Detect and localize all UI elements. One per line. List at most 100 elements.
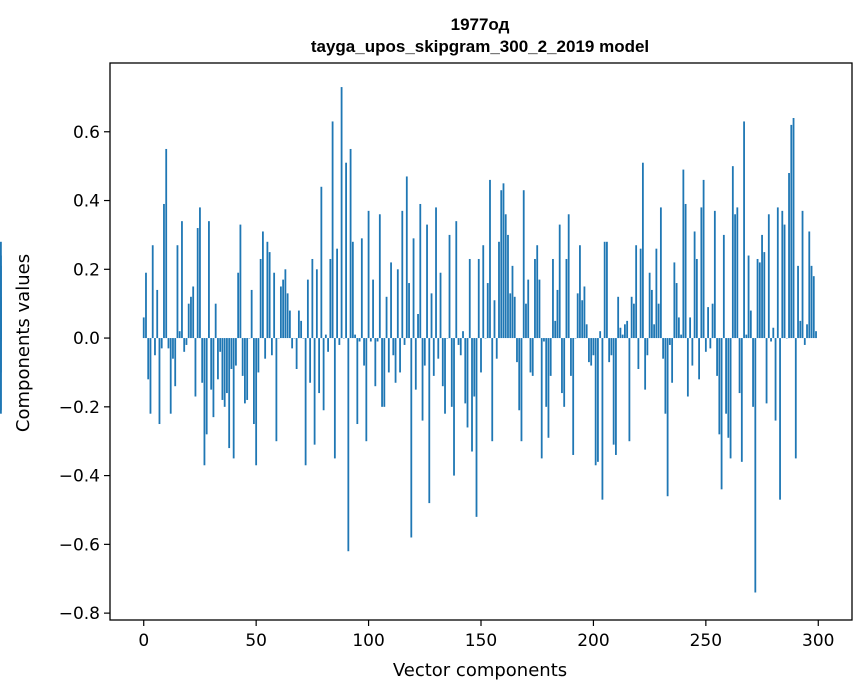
bar-7 xyxy=(158,338,161,425)
bar-10 xyxy=(165,148,168,339)
bar-162 xyxy=(507,234,509,339)
bar-283 xyxy=(779,338,781,500)
bar-268 xyxy=(745,334,748,339)
bar-293 xyxy=(801,210,804,339)
bar-46 xyxy=(246,338,249,400)
bar-188 xyxy=(565,258,568,339)
bar-137 xyxy=(450,338,453,407)
bar-97 xyxy=(360,238,363,339)
x-tick-label: 50 xyxy=(245,631,267,651)
bar-17 xyxy=(181,221,183,339)
bar-57 xyxy=(270,338,273,356)
bar-168 xyxy=(520,338,523,442)
bar-276 xyxy=(763,252,766,339)
bar-40 xyxy=(232,338,235,459)
bar-195 xyxy=(581,300,584,339)
bar-177 xyxy=(540,338,543,459)
bar-289 xyxy=(792,118,795,339)
y-axis: −0.8 −0.6 −0.4 −0.2 0.0 0.2 0.4 0.6 xyxy=(59,123,110,624)
bar-124 xyxy=(421,338,424,421)
bar-15 xyxy=(176,245,179,339)
y-tick-label: 0.6 xyxy=(73,123,100,143)
bar-273 xyxy=(756,258,759,339)
bar-121 xyxy=(414,338,417,390)
bar-114 xyxy=(399,338,401,373)
bar-299 xyxy=(815,331,817,339)
bar-274 xyxy=(758,262,761,339)
bar-139 xyxy=(455,221,458,339)
bar-149 xyxy=(477,258,480,339)
bar-215 xyxy=(626,320,629,339)
bar-112 xyxy=(394,338,397,383)
bar-156 xyxy=(493,300,496,339)
bar-36 xyxy=(223,338,226,407)
bar-239 xyxy=(680,334,683,339)
bar-167 xyxy=(518,338,521,411)
bar-226 xyxy=(650,289,653,339)
bar-126 xyxy=(426,224,428,339)
bar-235 xyxy=(671,338,674,383)
bar-119 xyxy=(410,338,413,538)
bar-281 xyxy=(774,338,777,421)
x-tick-label: 100 xyxy=(352,631,384,651)
bar-284 xyxy=(781,210,784,339)
y-tick-label: 0.4 xyxy=(73,192,100,212)
bar-159 xyxy=(500,190,503,339)
bar-85 xyxy=(333,338,336,459)
bar-8 xyxy=(160,338,163,349)
bar-42 xyxy=(237,272,240,339)
bar-255 xyxy=(716,338,718,376)
bar-204 xyxy=(601,338,604,500)
bar-123 xyxy=(419,203,422,339)
bar-269 xyxy=(747,255,750,339)
bar-4 xyxy=(151,245,154,339)
bar-206 xyxy=(606,241,608,339)
bar-207 xyxy=(608,338,611,363)
bar-94 xyxy=(354,334,356,339)
bar-174 xyxy=(534,258,536,339)
bar-164 xyxy=(511,265,514,339)
bar-265 xyxy=(738,338,741,394)
bar-247 xyxy=(698,338,700,380)
x-tick-label: 250 xyxy=(690,631,722,651)
bar-82 xyxy=(327,338,329,352)
bar-165 xyxy=(513,296,516,339)
bar-127 xyxy=(428,338,431,504)
bar-150 xyxy=(480,338,482,373)
bar-279 xyxy=(770,338,772,342)
x-tick-label: 150 xyxy=(465,631,497,651)
bar-11 xyxy=(167,338,170,349)
bar-59 xyxy=(275,338,278,442)
bar-100 xyxy=(367,210,370,339)
bar-243 xyxy=(689,317,692,339)
bar-109 xyxy=(387,338,390,373)
bar-185 xyxy=(558,224,561,339)
bars-group xyxy=(0,87,817,593)
bar-88 xyxy=(340,87,343,339)
bar-163 xyxy=(509,293,512,339)
bar-24 xyxy=(196,228,199,339)
bar-179 xyxy=(545,338,548,407)
bar-241 xyxy=(684,203,687,339)
bar-253 xyxy=(711,303,714,339)
bar-99 xyxy=(365,338,368,442)
bar-263 xyxy=(734,214,736,339)
bar-66 xyxy=(291,338,294,349)
bar-81 xyxy=(324,334,327,339)
bar-155 xyxy=(491,338,494,442)
bar-45 xyxy=(244,338,246,404)
bar-178 xyxy=(543,338,545,342)
bar-5 xyxy=(154,338,156,356)
bar-278 xyxy=(767,214,770,339)
bar-26 xyxy=(201,338,204,383)
bar-203 xyxy=(599,331,602,339)
bar-297 xyxy=(810,265,813,339)
bar-248 xyxy=(700,207,703,339)
bar-197 xyxy=(585,324,588,339)
bar-79 xyxy=(320,186,323,339)
bar-83 xyxy=(329,258,332,339)
bar-210 xyxy=(615,338,617,455)
bar-1 xyxy=(145,272,147,339)
bar-198 xyxy=(588,338,590,363)
